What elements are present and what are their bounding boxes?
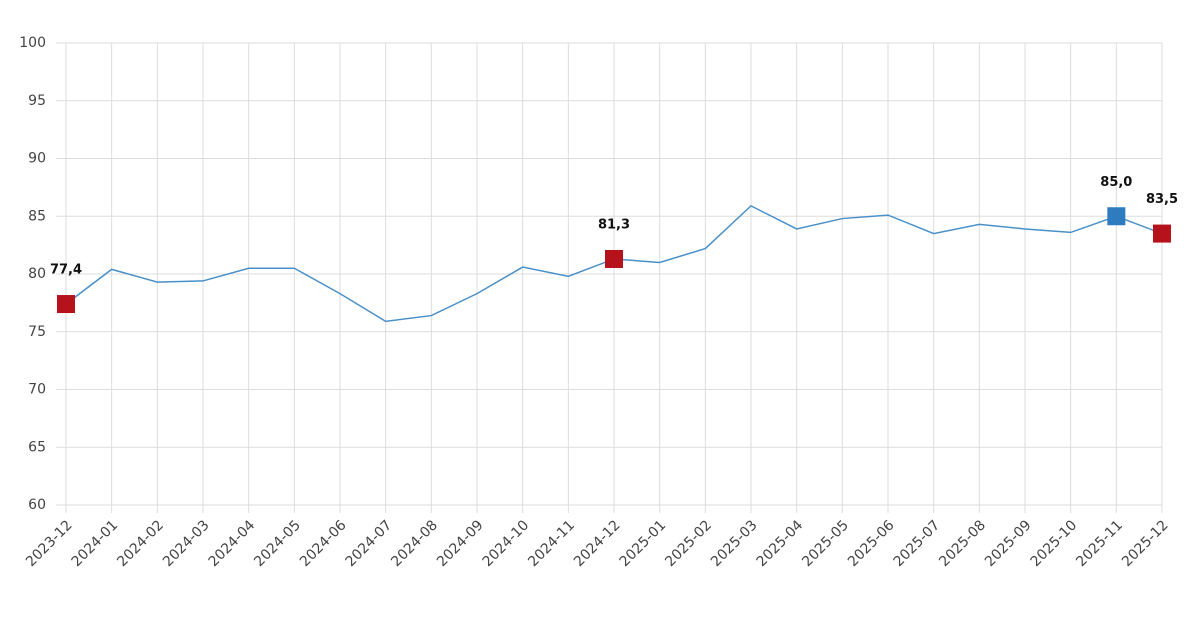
- data-label: 81,3: [598, 217, 630, 232]
- data-label: 85,0: [1100, 175, 1132, 190]
- x-tick-label: 2025-01: [617, 517, 670, 570]
- y-tick-label: 65: [28, 439, 46, 455]
- x-tick-label: 2024-04: [206, 517, 259, 570]
- marker: [605, 249, 623, 268]
- data-label: 83,5: [1146, 192, 1178, 207]
- y-tick-label: 85: [28, 208, 46, 224]
- x-tick-label: 2025-12: [1119, 517, 1172, 570]
- x-tick-label: 2025-09: [982, 517, 1035, 570]
- x-tick-label: 2024-01: [69, 517, 122, 570]
- y-tick-label: 90: [28, 151, 46, 167]
- y-tick-label: 70: [28, 382, 46, 398]
- data-label: 77,4: [50, 263, 82, 278]
- x-tick-label: 2024-12: [571, 517, 624, 570]
- marker: [57, 295, 75, 314]
- x-tick-label: 2025-06: [845, 517, 898, 570]
- x-tick-label: 2024-11: [525, 517, 578, 570]
- x-tick-label: 2025-08: [936, 517, 989, 570]
- y-tick-label: 60: [28, 497, 46, 513]
- x-tick-label: 2024-10: [480, 517, 533, 570]
- marker: [1153, 224, 1171, 243]
- x-tick-label: 2023-12: [23, 517, 76, 570]
- x-tick-label: 2024-06: [297, 517, 350, 570]
- x-tick-label: 2025-03: [708, 517, 761, 570]
- x-tick-label: 2025-04: [754, 517, 807, 570]
- x-tick-label: 2024-09: [434, 517, 487, 570]
- x-tick-label: 2025-11: [1073, 517, 1126, 570]
- y-tick-label: 100: [19, 35, 46, 51]
- x-tick-label: 2024-08: [388, 517, 441, 570]
- x-tick-label: 2024-05: [251, 517, 304, 570]
- y-tick-label: 95: [28, 93, 46, 109]
- x-tick-label: 2024-03: [160, 517, 213, 570]
- y-tick-label: 75: [28, 324, 46, 340]
- y-tick-label: 80: [28, 266, 46, 282]
- marker: [1107, 207, 1126, 226]
- x-tick-label: 2024-07: [343, 517, 396, 570]
- x-tick-label: 2025-07: [891, 517, 944, 570]
- x-tick-label: 2025-05: [799, 517, 852, 570]
- x-tick-label: 2024-02: [114, 517, 167, 570]
- x-tick-label: 2025-10: [1028, 517, 1081, 570]
- x-tick-label: 2025-02: [662, 517, 715, 570]
